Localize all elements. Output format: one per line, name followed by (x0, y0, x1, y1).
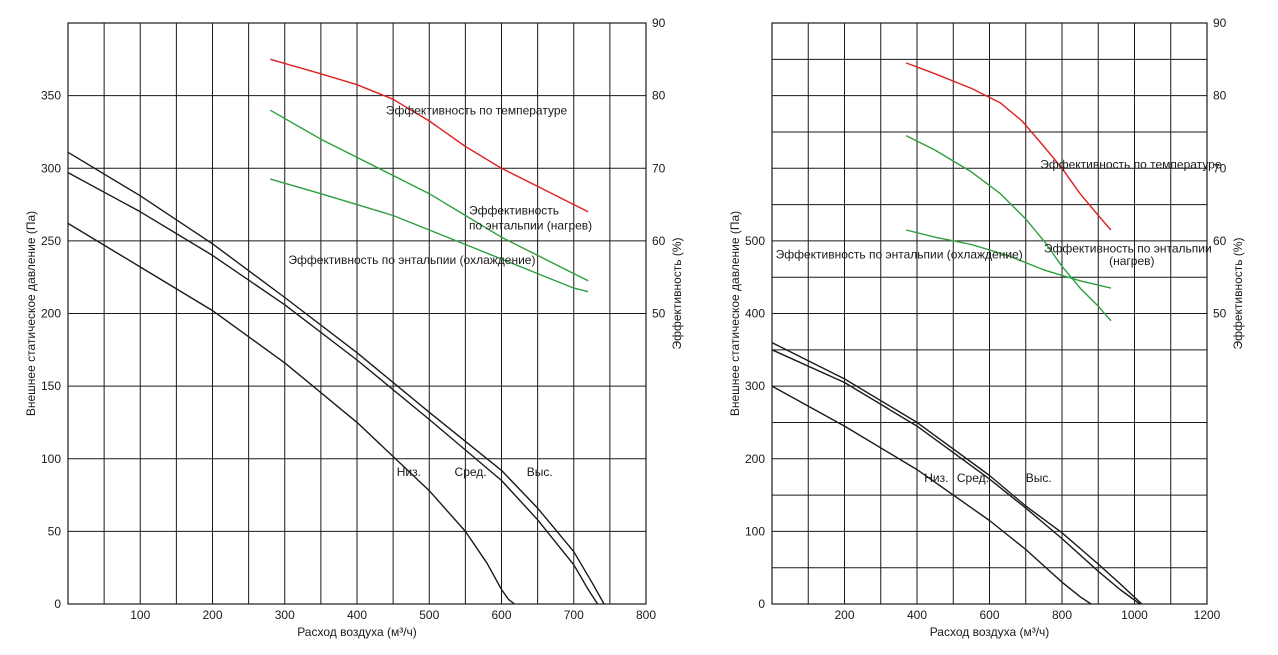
x-tick-label: 800 (1052, 608, 1072, 622)
x-tick-label: 700 (564, 608, 584, 622)
pressure-curve-0 (67, 222, 515, 605)
y-tick-label: 0 (54, 597, 61, 611)
y2-tick-label: 50 (1213, 307, 1227, 321)
y-tick-label: 500 (745, 234, 765, 248)
x-tick-label: 300 (275, 608, 295, 622)
x-tick-label: 500 (419, 608, 439, 622)
annotation-label: Выс. (1026, 471, 1052, 485)
chart-panel-2: 200 400 600 800 1000 1200 0 100 200 300 400 500 50 60… (728, 16, 1245, 639)
annotation-label: Низ. (397, 465, 421, 479)
pressure-curve-0 (771, 385, 1092, 605)
annotation-label: Эффективность по энтальпии (1044, 241, 1212, 255)
y-tick-label: 100 (41, 452, 61, 466)
y-tick-label: 100 (745, 524, 765, 538)
efficiency-curve-0 (270, 58, 589, 213)
x-tick-label: 100 (130, 608, 150, 622)
efficiency-curve-2 (270, 178, 589, 293)
y2-tick-label: 70 (1213, 161, 1227, 175)
efficiency-curve-2 (905, 229, 1112, 289)
grid (772, 23, 1207, 604)
annotation-label: Эффективность по энтальпии (охлаждение) (288, 253, 535, 267)
y-axis-label: Внешнее статическое давление (Па) (24, 211, 38, 416)
efficiency-curve-1 (905, 134, 1112, 322)
x-tick-label: 400 (347, 608, 367, 622)
y-axis-label: Внешнее статическое давление (Па) (728, 211, 742, 416)
y2-tick-label: 60 (652, 234, 666, 248)
x-tick-label: 400 (907, 608, 927, 622)
x-tick-label: 800 (636, 608, 656, 622)
x-axis-label: Расход воздуха (м³/ч) (930, 625, 1050, 639)
annotation-label: Сред. (455, 465, 487, 479)
x-tick-label: 600 (979, 608, 999, 622)
y-tick-label: 400 (745, 307, 765, 321)
annotation-label: Эффективность (469, 204, 559, 218)
annotation-label: Сред. (957, 471, 989, 485)
y-tick-label: 300 (745, 379, 765, 393)
y2-tick-label: 80 (652, 89, 666, 103)
efficiency-curve-1 (269, 109, 589, 282)
pressure-curve-2 (67, 151, 605, 605)
chart-panel-1: 100 200 300 400 500 600 700 800 0 50 100 150 200 250 3… (24, 16, 684, 639)
plot-frame (771, 22, 1208, 605)
x-tick-label: 200 (834, 608, 854, 622)
y2-tick-label: 90 (1213, 16, 1227, 30)
y2-tick-label: 70 (652, 161, 666, 175)
annotation-label: Выс. (527, 465, 553, 479)
annotation-label: Эффективность по температуре (1040, 157, 1222, 171)
y-tick-label: 200 (41, 307, 61, 321)
efficiency-curve-0 (905, 62, 1112, 231)
y2-axis-label: Эффективность (%) (670, 237, 684, 349)
y-tick-label: 300 (41, 161, 61, 175)
y-tick-label: 250 (41, 234, 61, 248)
y-tick-label: 0 (758, 597, 765, 611)
y-tick-label: 200 (745, 452, 765, 466)
x-axis-label: Расход воздуха (м³/ч) (297, 625, 417, 639)
x-tick-label: 1200 (1194, 608, 1221, 622)
annotation-label: (нагрев) (1109, 254, 1154, 268)
y2-tick-label: 50 (652, 307, 666, 321)
annotation-label: Эффективность по энтальпии (охлаждение) (776, 247, 1023, 261)
annotation-label: по энтальпии (нагрев) (469, 218, 592, 232)
y2-tick-label: 60 (1213, 234, 1227, 248)
pressure-curve-1 (771, 349, 1141, 605)
annotation-label: Эффективность по температуре (386, 104, 568, 118)
y2-tick-label: 80 (1213, 89, 1227, 103)
y2-tick-label: 90 (652, 16, 666, 30)
pressure-curve-1 (67, 171, 599, 605)
plot-frame (67, 22, 647, 605)
y2-axis-label: Эффективность (%) (1231, 237, 1245, 349)
pressure-curve-2 (771, 341, 1143, 605)
y-tick-label: 350 (41, 89, 61, 103)
x-tick-label: 1000 (1121, 608, 1148, 622)
annotation-label: Низ. (924, 471, 948, 485)
y-tick-label: 150 (41, 379, 61, 393)
y-tick-label: 50 (48, 524, 62, 538)
x-tick-label: 600 (491, 608, 511, 622)
x-tick-label: 200 (202, 608, 222, 622)
